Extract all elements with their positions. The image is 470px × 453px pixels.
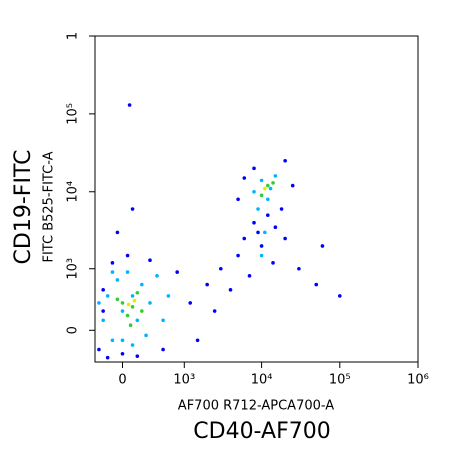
y-tick-label: 10⁴ [66,181,81,203]
data-point [265,197,270,202]
data-point [125,313,130,318]
x-tick-label: 10⁴ [251,373,273,388]
data-point [130,207,135,211]
data-point [273,174,278,178]
data-point [175,270,179,274]
data-point [120,309,125,313]
data-point [126,302,131,307]
data-point [259,193,264,198]
data-point [120,301,125,305]
data-point [135,290,140,295]
data-point [256,207,260,211]
data-point [105,355,110,360]
data-point [135,354,140,358]
y-label: FITC B525-FITC-A [42,151,57,262]
y-tick-label: 10⁵ [66,103,81,125]
data-point [242,176,247,180]
data-point [144,333,148,338]
data-point [320,244,325,248]
data-point [252,166,256,171]
data-point [263,186,267,191]
data-point [110,261,115,265]
data-point [242,236,247,241]
data-point [290,183,295,188]
data-point [271,261,275,265]
data-point [97,347,101,352]
data-point [236,197,240,202]
plot-frame [94,35,419,363]
data-point [97,301,101,305]
y-tick-label: 0 [66,326,81,334]
data-point [110,270,115,274]
data-point [259,178,264,183]
data-point [205,282,209,287]
data-point [115,278,120,282]
data-point [247,274,252,278]
data-point [265,183,270,188]
x-tick-label: 10³ [173,373,195,388]
data-point [135,318,140,323]
data-point [337,294,342,298]
data-point [101,309,105,313]
data-point [236,253,240,258]
data-point [110,338,115,343]
data-point [105,294,110,298]
data-point [130,343,135,347]
data-point [125,270,130,274]
data-point [128,323,133,328]
data-point [263,230,267,235]
data-point [259,244,264,248]
data-point [273,225,278,229]
y-tick-label: 10³ [66,258,81,280]
data-point [155,274,159,278]
data-point [101,288,105,292]
data-point [252,220,256,225]
data-point [212,309,217,313]
data-point [148,258,152,263]
data-point [195,338,200,343]
data-point [252,189,256,194]
data-point [256,230,260,235]
data-point [115,230,120,235]
data-point [188,301,193,305]
x-tick-label: 10⁶ [407,373,429,388]
data-point [161,347,165,352]
data-point [101,318,105,323]
data-point [268,186,273,191]
data-point [125,253,130,258]
data-point [115,297,120,302]
data-point [130,305,135,309]
y-tick-label: 1 [66,32,81,40]
x-tick-label: 10⁵ [329,373,351,388]
x-label: AF700 R712-APCA700-A [178,399,334,414]
x-title: CD40-AF700 [193,419,330,444]
data-point [271,181,275,185]
data-point [161,318,165,323]
data-point [283,158,287,163]
data-point [265,213,270,217]
data-point [166,294,171,298]
data-point [140,309,144,313]
data-point [297,266,301,271]
data-point [132,298,137,303]
data-point [314,282,319,287]
data-point [140,282,144,287]
data-point [127,103,132,107]
data-point [279,207,284,211]
data-point [259,253,264,258]
data-point [120,338,125,343]
data-point [120,351,125,356]
y-title: CD19-FITC [11,150,36,265]
data-point [130,294,135,298]
data-point [228,288,233,292]
data-point [219,266,223,271]
data-point [283,236,287,241]
data-point [148,301,152,305]
x-tick-label: 0 [118,373,126,388]
